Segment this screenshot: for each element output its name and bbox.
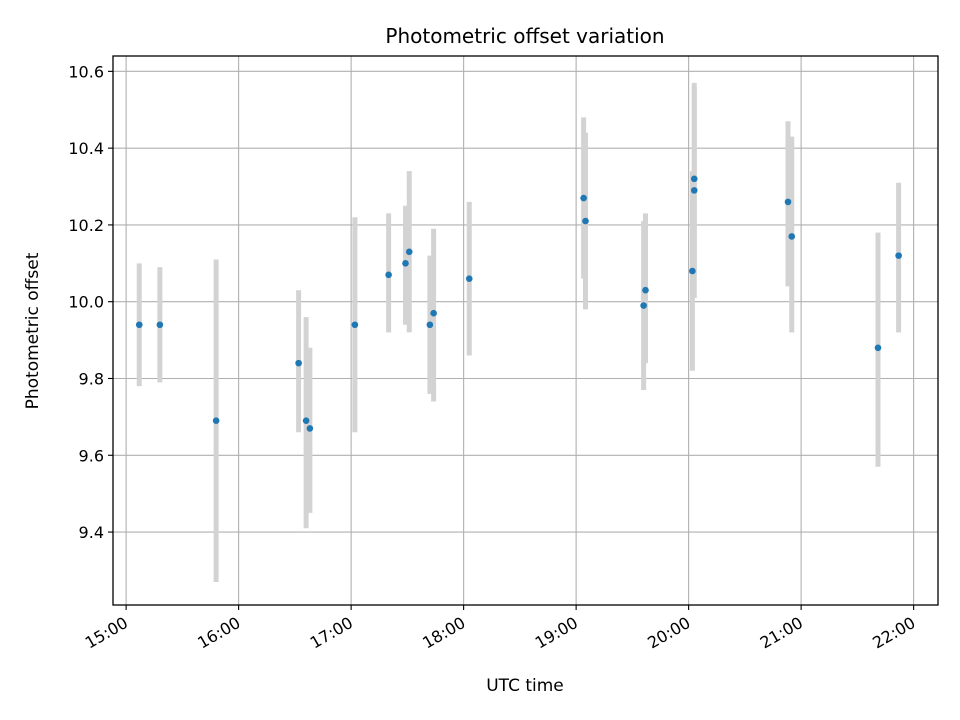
y-tick-label: 10.4 — [68, 139, 104, 158]
data-point — [895, 252, 902, 259]
chart-title: Photometric offset variation — [385, 24, 664, 48]
data-point — [874, 344, 882, 352]
plot-frame — [112, 55, 939, 606]
data-point — [582, 217, 589, 225]
data-points — [135, 175, 902, 432]
data-point — [784, 198, 792, 206]
data-point — [689, 267, 696, 275]
data-point — [642, 286, 649, 294]
data-point — [385, 271, 392, 279]
y-tick-label: 9.6 — [79, 446, 104, 465]
y-axis-label: Photometric offset — [23, 252, 43, 409]
data-point — [580, 194, 587, 202]
data-point — [156, 321, 164, 329]
data-point — [405, 248, 413, 256]
data-point — [788, 233, 796, 240]
y-tick-label: 10.0 — [68, 293, 104, 312]
data-point — [295, 359, 302, 367]
x-axis-label: UTC time — [486, 676, 564, 696]
data-point — [212, 417, 220, 425]
y-tick-label: 9.4 — [79, 523, 104, 542]
grid-lines — [113, 56, 938, 605]
data-point — [690, 187, 698, 194]
data-point — [306, 425, 314, 432]
y-tick-label: 10.2 — [68, 216, 104, 235]
data-point — [135, 321, 143, 329]
y-axis-ticks: 9.4 9.6 9.8 10.0 10.2 10.4 10.6 — [68, 62, 113, 542]
data-point — [430, 309, 437, 317]
data-point — [426, 321, 434, 329]
data-point — [402, 260, 409, 267]
data-point — [690, 175, 698, 183]
data-point — [465, 275, 473, 282]
y-tick-label: 9.8 — [79, 369, 104, 388]
data-point — [302, 417, 310, 425]
data-point — [351, 321, 359, 329]
y-tick-label: 10.6 — [68, 62, 104, 81]
data-point — [640, 302, 647, 309]
